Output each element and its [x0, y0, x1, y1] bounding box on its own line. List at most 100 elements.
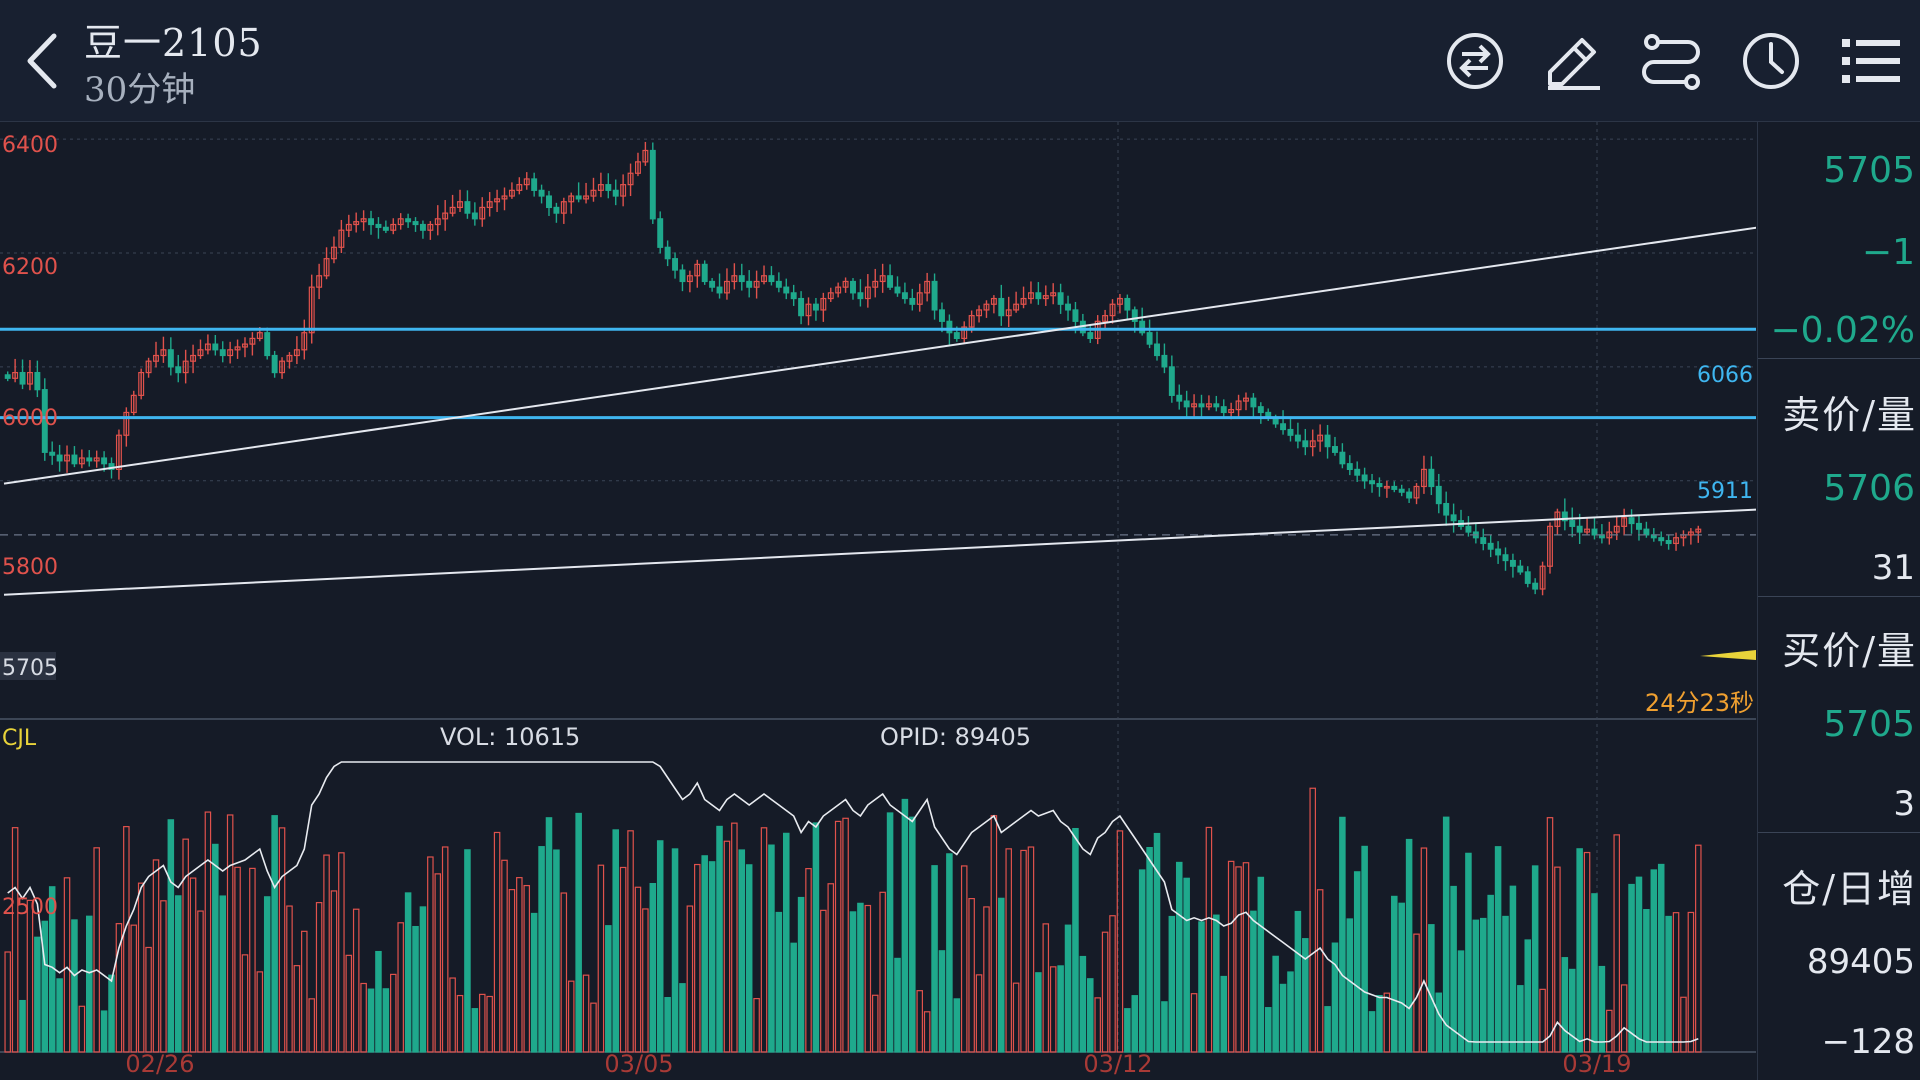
candle-body	[820, 297, 827, 311]
candle-body	[19, 371, 26, 385]
volume-bar	[886, 812, 894, 1053]
volume-bar	[1183, 877, 1190, 1053]
volume-bar	[1487, 894, 1494, 1053]
vol-tick-label: 2500	[2, 895, 58, 920]
volume-bar	[1035, 972, 1042, 1053]
candle-body	[783, 286, 790, 294]
candle-body	[1584, 528, 1591, 533]
candle-body	[405, 218, 412, 223]
candle-body	[494, 198, 501, 203]
volume-bar	[115, 923, 123, 1053]
volume-bar	[338, 852, 345, 1053]
volume-bar	[701, 855, 708, 1053]
candle-body	[1176, 394, 1183, 402]
exchange-icon[interactable]	[1440, 26, 1510, 96]
pencil-icon[interactable]	[1538, 26, 1608, 96]
back-button[interactable]	[18, 28, 68, 94]
candle-body	[709, 280, 716, 288]
volume-bar	[983, 906, 990, 1053]
volume-bar	[1294, 910, 1302, 1053]
volume-bar	[1435, 992, 1443, 1053]
volume-bar	[723, 840, 731, 1053]
volume-bar	[189, 877, 197, 1053]
volume-bar	[464, 849, 471, 1053]
candle-body	[575, 195, 582, 200]
volume-bar	[1279, 983, 1287, 1053]
candle-body	[153, 354, 159, 362]
candle-body	[1020, 297, 1027, 305]
buy-volume: 3	[1893, 784, 1915, 824]
candle-body	[1131, 309, 1138, 322]
candle-body	[1183, 400, 1190, 408]
volume-bar	[78, 1005, 86, 1053]
candle-body	[1346, 463, 1353, 471]
kline-chart-area[interactable]: 6400 6200 6000 5800 5705 6066 5911 24分23…	[0, 122, 1756, 1080]
volume-bar	[1524, 939, 1532, 1053]
candle-body	[397, 218, 404, 226]
candle-body	[256, 332, 263, 340]
volume-bar	[790, 942, 797, 1053]
candle-body	[64, 454, 70, 462]
timeframe-label[interactable]: 30分钟	[84, 70, 196, 110]
volume-bar	[1302, 938, 1309, 1053]
candle-body	[56, 454, 63, 462]
volume-bar	[345, 954, 353, 1053]
volume-bar	[857, 902, 864, 1053]
candle-body	[939, 309, 945, 322]
menu-icon[interactable]	[1836, 26, 1906, 96]
candle-body	[1324, 434, 1331, 448]
volume-bar	[1131, 995, 1139, 1053]
candle-body	[1124, 297, 1131, 311]
volume-bar	[797, 896, 805, 1053]
candle-body	[775, 280, 782, 288]
volume-bar	[1539, 988, 1546, 1053]
candle-body	[1205, 403, 1212, 408]
kline-chart[interactable]: 6400 6200 6000 5800 5705 6066 5911 24分23…	[0, 122, 1756, 1080]
volume-bar	[34, 936, 41, 1053]
candle-body	[1243, 397, 1249, 402]
candle-body	[1658, 537, 1665, 542]
clock-icon[interactable]	[1736, 26, 1806, 96]
volume-bar	[4, 951, 11, 1053]
volume-bar	[953, 998, 961, 1053]
route-icon[interactable]	[1636, 26, 1706, 96]
current-price-tag	[0, 652, 56, 680]
volume-bar	[679, 983, 686, 1053]
candle-body	[686, 275, 693, 283]
candle-body	[190, 354, 197, 362]
candle-body	[1168, 366, 1175, 396]
candle-body	[204, 343, 211, 351]
candle-body	[516, 184, 523, 191]
volume-bar	[738, 849, 746, 1053]
candle-body	[1235, 400, 1242, 411]
candle-body	[382, 226, 389, 231]
volume-bar	[768, 844, 775, 1053]
volume-bar	[1420, 847, 1428, 1053]
volume-bar	[753, 997, 760, 1053]
candle-body	[1331, 446, 1338, 453]
candle-body	[316, 275, 323, 288]
candle-body	[167, 349, 174, 368]
volume-bar	[656, 840, 664, 1053]
candle-body	[293, 349, 300, 357]
candle-body	[1005, 309, 1012, 317]
candle-body	[1250, 397, 1257, 408]
volume-bar	[1235, 866, 1242, 1053]
candle-body	[138, 371, 145, 396]
volume-bar	[1324, 1006, 1331, 1053]
volume-bar	[671, 848, 679, 1053]
volume-bar	[923, 1011, 931, 1053]
volume-bar	[1175, 861, 1183, 1053]
candle-body	[827, 292, 834, 300]
volume-bar	[41, 920, 49, 1053]
candle-body	[323, 258, 330, 277]
candle-body	[1027, 292, 1034, 300]
candle-body	[857, 292, 864, 300]
current-price-pointer	[1700, 650, 1756, 660]
candle-body	[368, 218, 375, 226]
volume-bar	[1591, 893, 1598, 1053]
candle-body	[768, 275, 775, 283]
volume-bar	[1094, 997, 1101, 1053]
volume-bar	[1531, 865, 1539, 1053]
candle-body	[924, 280, 931, 294]
